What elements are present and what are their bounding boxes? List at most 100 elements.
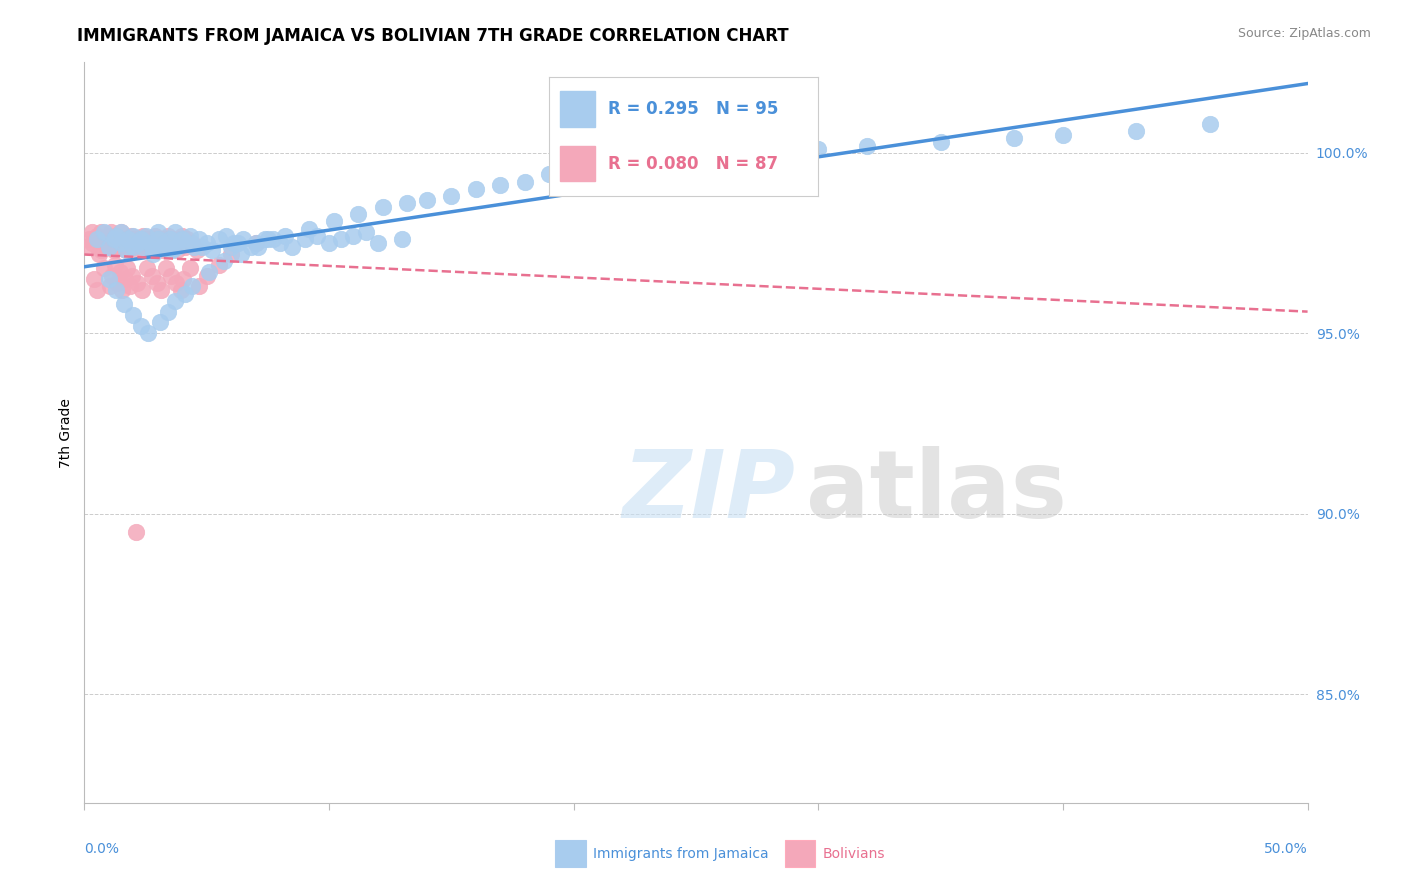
Point (856, 138, 879, 153)
Point (77, 232, 100, 246)
Point (191, 239, 214, 253)
Text: 50.0%: 50.0% (1264, 842, 1308, 855)
Point (127, 235, 149, 250)
Point (163, 293, 186, 308)
Point (146, 232, 169, 246)
Point (257, 232, 280, 246)
Point (172, 272, 194, 286)
Point (111, 283, 134, 297)
Point (90, 225, 112, 239)
Point (125, 524, 148, 539)
Point (129, 319, 152, 334)
Point (186, 244, 208, 258)
Point (173, 239, 195, 253)
Point (162, 244, 184, 258)
Point (129, 232, 152, 246)
Point (135, 232, 157, 246)
Point (145, 276, 167, 290)
Point (172, 228, 194, 243)
Point (1002, 131, 1025, 145)
Point (188, 232, 211, 246)
Point (294, 232, 316, 246)
Point (98, 279, 121, 293)
Point (152, 244, 174, 258)
Point (122, 239, 145, 253)
Point (239, 239, 262, 253)
Point (179, 228, 201, 243)
Point (222, 235, 245, 250)
Point (245, 235, 267, 250)
Point (103, 232, 125, 246)
Point (105, 228, 128, 243)
Point (322, 214, 344, 228)
Point (562, 163, 585, 178)
Point (149, 235, 172, 250)
Point (159, 244, 181, 258)
Point (110, 225, 132, 239)
Point (181, 279, 204, 293)
Point (97, 239, 120, 253)
Point (108, 265, 131, 279)
Point (149, 316, 172, 330)
Text: atlas: atlas (806, 446, 1067, 538)
Point (709, 149, 731, 163)
Point (215, 228, 238, 243)
Point (208, 232, 231, 246)
Point (141, 268, 163, 283)
Point (105, 235, 128, 250)
Point (127, 244, 149, 258)
Point (105, 228, 128, 243)
Point (132, 239, 155, 253)
Point (80, 235, 103, 250)
Point (97, 228, 120, 243)
Point (929, 135, 952, 149)
Point (103, 232, 125, 246)
Point (115, 244, 138, 258)
Point (122, 308, 145, 322)
Point (274, 228, 297, 243)
Point (1052, 128, 1074, 142)
Point (367, 235, 389, 250)
Point (354, 225, 377, 239)
Point (269, 235, 291, 250)
Point (87, 247, 110, 261)
Point (142, 232, 165, 246)
Point (396, 196, 419, 211)
Point (122, 228, 145, 243)
Text: Bolivians: Bolivians (823, 847, 884, 861)
Point (212, 254, 235, 268)
Point (139, 244, 162, 258)
Point (115, 244, 138, 258)
Point (135, 239, 157, 253)
Point (155, 261, 177, 276)
Point (120, 228, 142, 243)
Point (160, 268, 183, 283)
Point (125, 235, 148, 250)
Point (188, 279, 211, 293)
Point (298, 221, 321, 235)
Point (115, 261, 138, 276)
Point (80, 225, 103, 239)
Point (163, 225, 186, 239)
Text: 0.0%: 0.0% (84, 842, 120, 855)
Point (156, 304, 179, 318)
Point (131, 283, 153, 297)
Point (100, 225, 122, 239)
Point (152, 239, 174, 253)
Point (122, 239, 145, 253)
Point (200, 244, 222, 258)
Point (208, 258, 231, 272)
Point (612, 156, 634, 170)
Point (143, 228, 166, 243)
Point (90, 244, 112, 258)
Point (153, 235, 176, 250)
Point (86, 232, 108, 246)
Point (136, 326, 159, 341)
Point (347, 207, 370, 221)
Point (97, 272, 120, 286)
Point (1125, 124, 1147, 138)
Point (112, 297, 135, 311)
Point (135, 261, 157, 276)
Point (219, 239, 242, 253)
Point (440, 189, 463, 203)
